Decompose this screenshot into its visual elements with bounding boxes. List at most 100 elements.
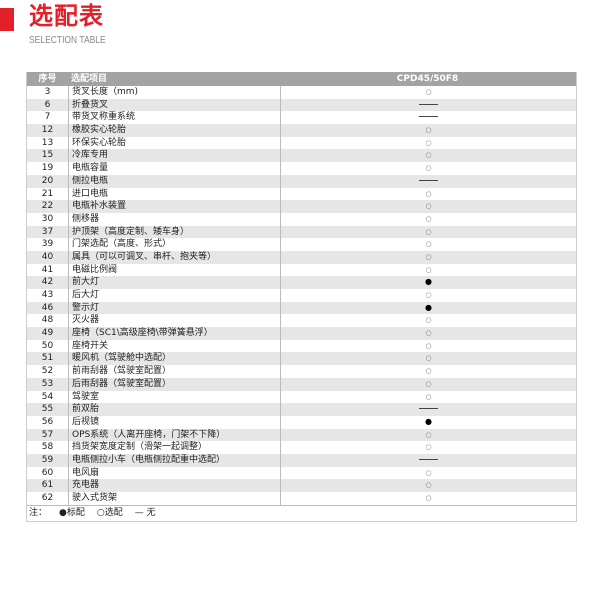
optional-mark: ○ <box>425 329 432 338</box>
row-no: 12 <box>27 124 69 137</box>
selection-table: 序号 选配项目 CPD45/50F8 3 货叉长度（mm) ○ 6 折叠货叉 7 带货叉称重… <box>26 72 577 522</box>
row-item: 前雨刮器（驾驶室配置） <box>69 365 281 378</box>
optional-mark: ○ <box>425 354 432 363</box>
row-no: 15 <box>27 149 69 163</box>
row-no: 59 <box>27 453 69 467</box>
optional-mark: ○ <box>425 316 432 325</box>
optional-mark: ○ <box>425 367 432 376</box>
row-no: 43 <box>27 289 69 302</box>
table-row: 41 电磁比例阀 ○ <box>27 263 576 277</box>
table-row: 55 前双胎 <box>27 403 576 416</box>
row-item: 电瓶补水装置 <box>69 200 281 213</box>
row-item: 电磁比例阀 <box>69 263 281 277</box>
row-item: 环保实心轮胎 <box>69 136 281 150</box>
optional-mark: ○ <box>425 481 432 490</box>
row-item: 充电器 <box>69 479 281 492</box>
optional-mark: ○ <box>425 265 432 274</box>
table-row: 52 前雨刮器（驾驶室配置） ○ <box>27 365 576 378</box>
row-value: ○ <box>281 492 576 505</box>
row-item: 驶入式货架 <box>69 492 281 505</box>
table-row: 7 带货叉称重系统 <box>27 111 576 125</box>
row-item: 后视镜 <box>69 415 281 429</box>
row-no: 50 <box>27 339 69 353</box>
row-item: 带货叉称重系统 <box>69 111 281 125</box>
optional-mark: ○ <box>425 126 432 135</box>
row-value: ○ <box>281 467 576 480</box>
row-item: 警示灯 <box>69 301 281 315</box>
standard-mark: ● <box>425 302 432 312</box>
row-no: 21 <box>27 187 69 201</box>
table-row: 49 座椅（SC1\高级座椅\带弹簧悬浮） ○ <box>27 327 576 340</box>
table-body: 3 货叉长度（mm) ○ 6 折叠货叉 7 带货叉称重系统 12 橡胶实心轮胎 ○ 13 环保实心轮胎… <box>27 86 576 505</box>
row-value: ○ <box>281 238 576 251</box>
table-row: 48 灭火器 ○ <box>27 314 576 328</box>
table-row: 53 后雨刮器（驾驶室配置） ○ <box>27 377 576 391</box>
row-value: ○ <box>281 441 576 454</box>
row-item: 挡货架宽度定制（滑架一起调整） <box>69 441 281 454</box>
row-value <box>281 111 576 124</box>
row-item: OPS系统（人离开座椅，门架不下降） <box>69 428 281 442</box>
note-optional: ○选配 <box>96 507 123 518</box>
row-item: 暖风机（驾驶舱中选配） <box>69 352 281 366</box>
row-value: ○ <box>281 327 576 340</box>
row-no: 57 <box>27 428 69 442</box>
optional-mark: ○ <box>425 138 432 147</box>
table-header: 序号 选配项目 CPD45/50F8 <box>27 72 576 86</box>
header-item: 选配项目 <box>71 74 108 84</box>
table-row: 46 警示灯 ● <box>27 301 576 315</box>
row-value: ○ <box>281 162 576 175</box>
row-item: 橡胶实心轮胎 <box>69 124 281 137</box>
row-value: ○ <box>281 124 576 137</box>
row-no: 39 <box>27 238 69 251</box>
none-mark <box>419 458 438 460</box>
row-no: 40 <box>27 250 69 264</box>
optional-mark: ○ <box>425 291 432 299</box>
optional-mark: ○ <box>425 252 432 261</box>
row-no: 56 <box>27 415 69 429</box>
table-row: 59 电瓶侧拉小车（电瓶侧拉配重中选配） <box>27 453 576 467</box>
row-no: 46 <box>27 301 69 315</box>
row-item: 护顶架（高度定制、矮车身） <box>69 225 281 239</box>
row-no: 6 <box>27 98 69 112</box>
row-item: 前大灯 <box>69 276 281 289</box>
optional-mark: ○ <box>425 88 432 96</box>
row-item: 后大灯 <box>69 289 281 302</box>
row-value <box>281 175 576 188</box>
row-value: ○ <box>281 188 576 201</box>
none-mark <box>419 116 438 118</box>
row-item: 后雨刮器（驾驶室配置） <box>69 377 281 391</box>
optional-mark: ○ <box>425 189 432 198</box>
row-value: ○ <box>281 352 576 365</box>
row-no: 7 <box>27 111 69 125</box>
row-no: 42 <box>27 276 69 289</box>
standard-mark: ● <box>425 416 432 426</box>
note-prefix: 注： <box>29 507 48 518</box>
table-row: 13 环保实心轮胎 ○ <box>27 136 576 150</box>
optional-mark: ○ <box>425 164 432 173</box>
row-no: 20 <box>27 174 69 188</box>
row-no: 53 <box>27 377 69 391</box>
row-value: ○ <box>281 86 576 99</box>
row-value: ○ <box>281 314 576 327</box>
row-no: 55 <box>27 403 69 416</box>
page-title: 选配表 <box>29 2 104 30</box>
row-no: 30 <box>27 212 69 226</box>
page-subtitle: SELECTION TABLE <box>29 35 106 46</box>
table-row: 42 前大灯 ● <box>27 276 576 289</box>
row-value: ○ <box>281 251 576 264</box>
table-row: 21 进口电瓶 ○ <box>27 187 576 201</box>
optional-mark: ○ <box>425 202 432 211</box>
optional-mark: ○ <box>425 240 432 249</box>
optional-mark: ○ <box>425 214 432 223</box>
optional-mark: ○ <box>425 392 432 401</box>
standard-mark: ● <box>425 277 432 287</box>
row-item: 货叉长度（mm) <box>69 86 281 99</box>
row-item: 冷库专用 <box>69 149 281 163</box>
optional-mark: ○ <box>425 341 432 350</box>
table-row: 3 货叉长度（mm) ○ <box>27 86 576 99</box>
row-item: 座椅（SC1\高级座椅\带弹簧悬浮） <box>69 327 281 340</box>
row-value <box>281 99 576 112</box>
table-row: 22 电瓶补水装置 ○ <box>27 200 576 213</box>
table-row: 58 挡货架宽度定制（滑架一起调整） ○ <box>27 441 576 454</box>
table-row: 30 侧移器 ○ <box>27 212 576 226</box>
